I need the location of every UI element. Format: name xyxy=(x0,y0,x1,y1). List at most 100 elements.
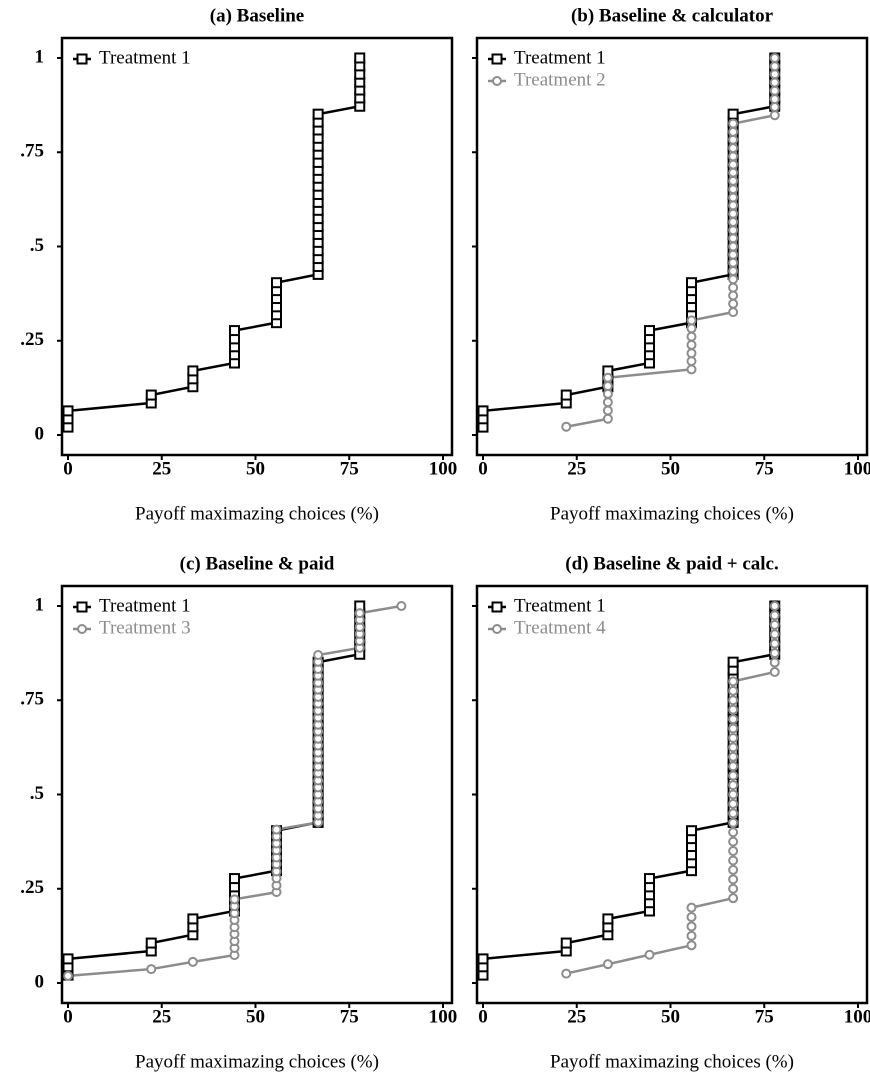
marker xyxy=(769,110,780,121)
marker xyxy=(728,298,739,309)
panel: (a) Baseline Payoff maximazing choices (%… xyxy=(20,5,457,524)
marker xyxy=(686,323,697,334)
legend-marker xyxy=(492,624,502,634)
marker xyxy=(728,200,739,211)
x-tick-label: 25 xyxy=(567,458,586,479)
y-tick-label: 1 xyxy=(35,46,45,67)
marker xyxy=(728,192,739,203)
marker xyxy=(728,789,739,800)
x-tick-label: 100 xyxy=(429,1006,458,1027)
marker xyxy=(686,315,697,326)
x-tick-label: 0 xyxy=(63,1006,73,1027)
marker xyxy=(187,365,199,377)
marker xyxy=(602,405,613,416)
x-tick-label: 75 xyxy=(755,458,774,479)
panel-title: (b) Baseline & calculator xyxy=(571,5,774,26)
panel: (b) Baseline & calculator Payoff maximazi… xyxy=(472,5,870,524)
marker xyxy=(728,233,739,244)
marker xyxy=(602,959,613,970)
marker xyxy=(728,704,739,715)
marker xyxy=(644,873,655,885)
y-tick-label: .5 xyxy=(30,235,44,256)
legend-marker xyxy=(77,624,87,634)
marker xyxy=(686,912,697,923)
marker xyxy=(686,331,697,342)
x-tick-label: 0 xyxy=(478,1006,488,1027)
marker xyxy=(769,94,780,105)
x-tick-label: 25 xyxy=(152,1006,171,1027)
legend-marker xyxy=(76,53,88,65)
marker xyxy=(728,175,739,186)
marker xyxy=(644,949,655,960)
x-tick-label: 100 xyxy=(844,458,870,479)
marker xyxy=(602,372,613,383)
marker xyxy=(145,389,157,401)
marker xyxy=(686,930,697,941)
marker xyxy=(728,798,739,809)
marker xyxy=(769,619,780,630)
x-tick-label: 75 xyxy=(340,1006,359,1027)
marker xyxy=(728,167,739,178)
marker xyxy=(728,742,739,753)
marker xyxy=(187,956,198,967)
marker xyxy=(728,282,739,293)
marker xyxy=(728,290,739,301)
marker xyxy=(229,894,240,905)
marker xyxy=(271,277,282,289)
marker xyxy=(728,761,739,772)
y-tick-label: 0 xyxy=(35,423,45,444)
marker xyxy=(728,307,739,318)
y-tick-label: .5 xyxy=(30,783,44,804)
marker xyxy=(769,52,780,63)
x-tick-label: 0 xyxy=(63,458,73,479)
marker xyxy=(769,657,780,668)
marker xyxy=(728,118,739,129)
marker xyxy=(354,52,366,64)
x-tick-label: 50 xyxy=(661,458,680,479)
marker xyxy=(728,208,739,219)
marker xyxy=(477,405,489,417)
legend-marker xyxy=(491,601,503,613)
y-tick-label: .75 xyxy=(20,141,44,162)
panel: (d) Baseline & paid + calc. Payoff maxima… xyxy=(472,553,870,1072)
x-tick-label: 50 xyxy=(246,458,265,479)
marker xyxy=(561,421,572,432)
marker xyxy=(769,629,780,640)
x-tick-label: 75 xyxy=(755,1006,774,1027)
marker xyxy=(769,600,780,611)
marker xyxy=(62,953,74,965)
x-axis-label: Payoff maximazing choices (%) xyxy=(135,1051,379,1072)
marker xyxy=(728,732,739,743)
marker xyxy=(728,159,739,170)
x-tick-label: 100 xyxy=(844,1006,870,1027)
legend-label: Treatment 1 xyxy=(514,47,606,68)
x-tick-label: 0 xyxy=(478,458,488,479)
marker xyxy=(686,902,697,913)
y-tick-label: 1 xyxy=(35,594,45,615)
marker xyxy=(728,134,739,145)
marker xyxy=(728,126,739,137)
marker xyxy=(728,883,739,894)
legend-marker xyxy=(76,601,88,613)
marker xyxy=(728,274,739,285)
marker xyxy=(769,61,780,72)
marker xyxy=(728,676,739,687)
x-tick-label: 100 xyxy=(429,458,458,479)
marker xyxy=(686,940,697,951)
marker xyxy=(312,108,324,120)
legend-marker xyxy=(492,76,502,86)
marker xyxy=(561,968,572,979)
marker xyxy=(728,855,739,866)
marker xyxy=(146,964,157,975)
marker xyxy=(686,277,697,289)
marker xyxy=(686,348,697,359)
marker xyxy=(728,836,739,847)
plot-frame xyxy=(475,36,869,457)
marker xyxy=(769,69,780,80)
marker xyxy=(63,970,73,981)
marker xyxy=(727,108,739,120)
marker xyxy=(728,808,739,819)
marker xyxy=(728,751,739,762)
marker xyxy=(769,610,780,621)
legend-label: Treatment 2 xyxy=(514,69,606,90)
